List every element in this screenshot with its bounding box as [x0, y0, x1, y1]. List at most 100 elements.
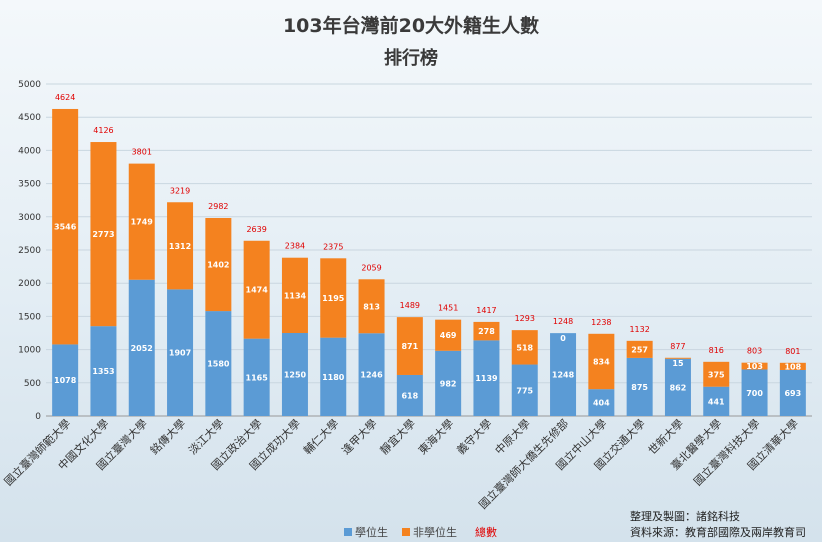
data-label-degree: 982 [440, 379, 457, 388]
bar-degree [435, 350, 462, 416]
data-label-non-degree: 871 [401, 342, 418, 351]
legend-swatch-non-degree [402, 528, 410, 536]
data-label-non-degree: 518 [516, 343, 533, 352]
y-tick-label: 500 [24, 379, 41, 389]
bar-non-degree [588, 333, 615, 390]
data-label-degree: 1139 [475, 374, 498, 383]
bar-non-degree [435, 319, 462, 351]
bar-non-degree [167, 202, 194, 290]
data-label-non-degree: 2773 [92, 230, 114, 239]
y-tick-label: 3500 [18, 180, 41, 190]
data-label-non-degree: 1402 [207, 261, 229, 270]
data-label-degree: 693 [784, 389, 801, 398]
data-label-degree: 2052 [131, 344, 153, 353]
data-label-total: 2982 [208, 202, 228, 211]
bar-non-degree [511, 330, 538, 365]
bar-degree [320, 337, 347, 416]
x-tick-label: 靜宜大學 [377, 416, 418, 457]
data-label-non-degree: 1749 [131, 218, 154, 227]
chart-subtitle: 排行榜 [384, 48, 438, 69]
bar-degree [128, 279, 155, 416]
bar-non-degree [281, 257, 308, 333]
data-label-non-degree: 1134 [284, 291, 307, 300]
credits: 整理及製圖：諸銘科技 資料來源：教育部國際及兩岸教育司 [630, 509, 806, 541]
data-label-total: 803 [747, 347, 762, 356]
bar-degree [473, 340, 500, 416]
bar-non-degree [703, 361, 730, 387]
data-label-non-degree: 813 [363, 302, 380, 311]
data-label-total: 2059 [361, 263, 381, 272]
y-tick-label: 1000 [18, 346, 41, 356]
data-label-non-degree: 3546 [54, 223, 77, 232]
credits-source: 資料來源：教育部國際及兩岸教育司 [630, 526, 806, 539]
data-label-degree: 618 [401, 391, 418, 400]
data-label-non-degree: 278 [478, 327, 495, 336]
bar-degree [358, 333, 385, 416]
data-label-total: 1293 [515, 314, 535, 323]
bar-degree [703, 386, 730, 416]
data-label-degree: 1353 [92, 367, 114, 376]
data-label-non-degree: 103 [746, 362, 763, 371]
data-label-degree: 1907 [169, 349, 191, 358]
data-label-degree: 1246 [360, 371, 383, 380]
y-tick-label: 4500 [18, 113, 41, 123]
y-tick-label: 4000 [18, 146, 41, 156]
data-label-total: 877 [670, 342, 685, 351]
data-label-non-degree: 257 [631, 345, 648, 354]
bar-degree [626, 357, 653, 416]
data-label-degree: 862 [670, 383, 687, 392]
bar-degree [205, 311, 232, 416]
bar-degree [281, 333, 308, 416]
data-label-total: 2384 [285, 242, 305, 251]
bar-degree [167, 289, 194, 416]
bar-non-degree [52, 108, 79, 345]
bar-degree [741, 369, 768, 416]
data-label-total: 4126 [93, 126, 113, 135]
data-label-total: 4624 [55, 93, 75, 102]
data-label-total: 1248 [553, 317, 573, 326]
data-label-non-degree: 375 [708, 370, 725, 379]
bar-non-degree [664, 357, 691, 359]
x-tick-label: 義守大學 [454, 416, 495, 457]
legend-swatch-degree [344, 528, 352, 536]
bar-non-degree [473, 321, 500, 341]
bar-degree [550, 333, 577, 416]
bar-degree [52, 344, 79, 416]
legend-item-degree: 學位生 [344, 524, 388, 540]
data-label-non-degree: 15 [672, 359, 684, 368]
data-label-total: 3801 [132, 148, 152, 157]
data-label-non-degree: 834 [593, 357, 610, 366]
legend-label-non-degree: 非學位生 [413, 526, 457, 539]
legend-item-non-degree: 非學位生 [402, 524, 457, 540]
x-tick-label: 輔仁大學 [300, 416, 341, 457]
data-label-degree: 1078 [54, 376, 77, 385]
data-label-degree: 775 [516, 386, 533, 395]
x-tick-label: 國立臺灣師範大學 [1, 416, 73, 488]
data-label-total: 1451 [438, 304, 458, 313]
data-label-total: 3219 [170, 186, 190, 195]
x-tick-label: 逢甲大學 [339, 416, 380, 457]
bar-degree [779, 369, 806, 416]
data-label-degree: 1248 [552, 371, 575, 380]
data-label-non-degree: 108 [784, 362, 801, 371]
data-label-non-degree: 1195 [322, 294, 345, 303]
chart-title: 103年台灣前20大外籍生人數 [282, 15, 540, 37]
bar-non-degree [741, 362, 768, 370]
bar-non-degree [358, 279, 385, 334]
bar-degree [396, 374, 423, 416]
bar-non-degree [396, 317, 423, 375]
data-label-non-degree: 0 [560, 334, 566, 343]
data-label-total: 801 [785, 347, 800, 356]
credits-producer: 整理及製圖：諸銘科技 [630, 510, 740, 523]
bar-non-degree [205, 217, 232, 312]
y-tick-label: 3000 [18, 213, 41, 223]
data-label-total: 2375 [323, 242, 343, 251]
legend-label-total: 總數 [475, 526, 497, 539]
y-tick-label: 2500 [18, 246, 41, 256]
x-tick-label: 國立臺灣科技大學 [691, 416, 763, 488]
bar-degree [90, 326, 117, 416]
data-label-degree: 404 [593, 399, 610, 408]
data-label-non-degree: 1312 [169, 242, 191, 251]
bar-degree [511, 364, 538, 416]
